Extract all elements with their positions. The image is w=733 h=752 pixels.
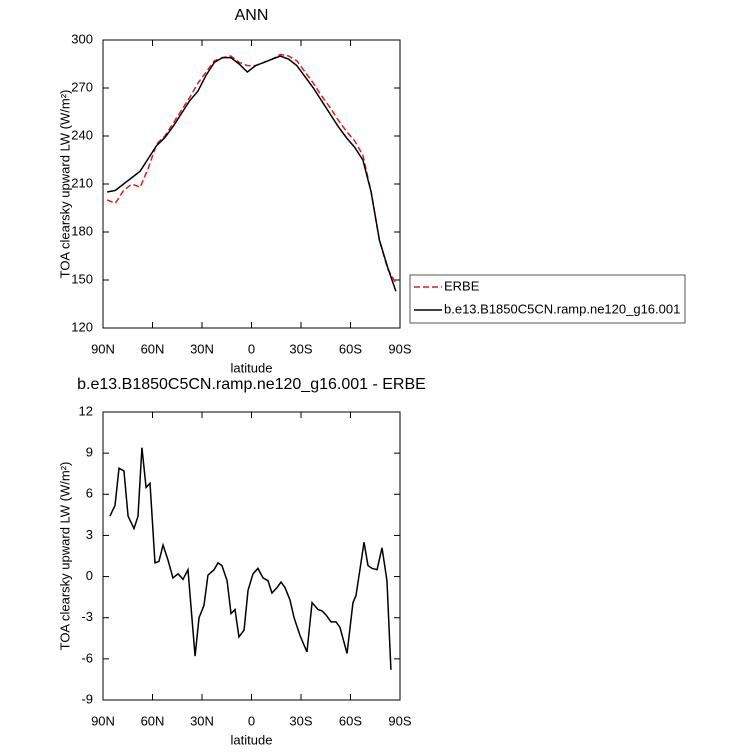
x-tick-label: 30N: [190, 341, 214, 356]
legend-label: ERBE: [444, 278, 480, 293]
x-axis-label: latitude: [231, 360, 273, 375]
y-tick-label: 300: [71, 31, 93, 46]
x-tick-label: 0: [248, 713, 255, 728]
x-tick-label: 30N: [190, 713, 214, 728]
y-tick-label: 120: [71, 319, 93, 334]
x-tick-label: 60S: [339, 713, 362, 728]
y-tick-label: -3: [81, 609, 93, 624]
y-tick-label: 6: [86, 486, 93, 501]
data-line: [109, 447, 392, 670]
legend-label: b.e13.B1850C5CN.ramp.ne120_g16.001: [444, 301, 680, 316]
y-axis-label: TOA clearsky upward LW (W/m²): [57, 90, 72, 279]
chart-title: ANN: [235, 7, 269, 24]
x-axis-label: latitude: [231, 732, 273, 747]
x-tick-label: 90N: [91, 341, 115, 356]
x-tick-label: 90N: [91, 713, 115, 728]
y-tick-label: 0: [86, 568, 93, 583]
y-tick-label: 210: [71, 175, 93, 190]
panel: ANN latitude TOA clearsky upward LW (W/m²)…: [57, 7, 686, 375]
y-tick-label: 3: [86, 527, 93, 542]
data-line: [106, 55, 397, 292]
y-tick-label: 240: [71, 127, 93, 142]
x-tick-label: 90S: [388, 341, 411, 356]
x-tick-label: 90S: [388, 713, 411, 728]
y-axis-label: TOA clearsky upward LW (W/m²): [57, 462, 72, 651]
data-line: [106, 53, 397, 284]
y-tick-label: -6: [81, 650, 93, 665]
x-tick-label: 30S: [289, 713, 312, 728]
x-tick-label: 60N: [141, 341, 165, 356]
y-tick-label: 9: [86, 445, 93, 460]
x-tick-label: 0: [248, 341, 255, 356]
x-tick-label: 60S: [339, 341, 362, 356]
plot-frame: [102, 411, 401, 701]
y-tick-label: -9: [81, 691, 93, 706]
y-tick-label: 180: [71, 223, 93, 238]
x-tick-label: 30S: [289, 341, 312, 356]
y-tick-label: 150: [71, 271, 93, 286]
plot-frame: [102, 39, 401, 329]
legend-frame: [409, 274, 686, 324]
panel: b.e13.B1850C5CN.ramp.ne120_g16.001 - ERB…: [57, 376, 425, 747]
y-tick-label: 12: [79, 403, 93, 418]
chart-title: b.e13.B1850C5CN.ramp.ne120_g16.001 - ERB…: [77, 376, 426, 393]
x-tick-label: 60N: [141, 713, 165, 728]
y-tick-label: 270: [71, 79, 93, 94]
